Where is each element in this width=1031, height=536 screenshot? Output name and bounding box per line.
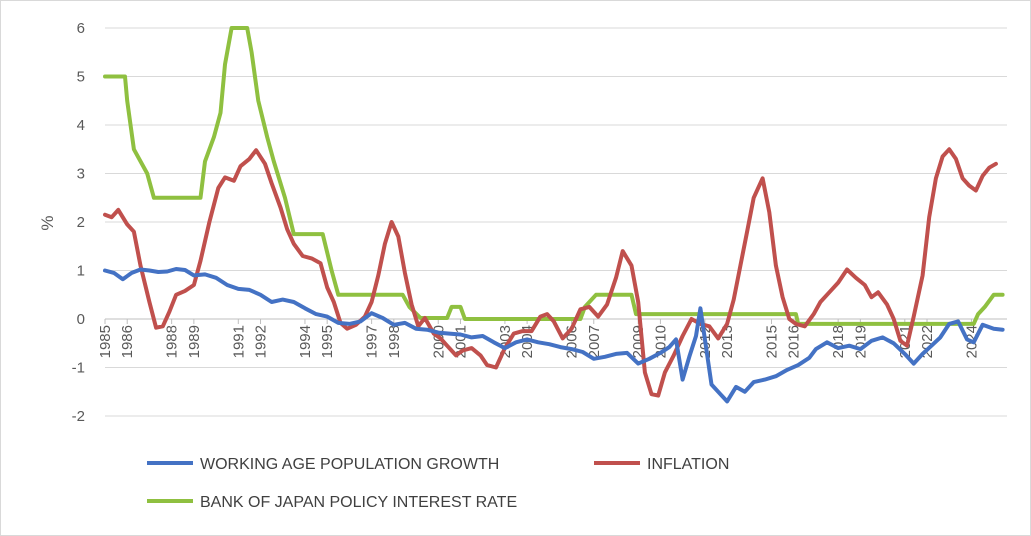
- legend: WORKING AGE POPULATION GROWTH INFLATION …: [147, 456, 729, 511]
- x-tick-label: 1992: [253, 325, 270, 358]
- x-tick-label: 2016: [786, 325, 803, 358]
- y-axis-label: %: [38, 215, 57, 230]
- series-inflation-line: [103, 147, 998, 398]
- series-boj-rate-line: [103, 26, 1005, 326]
- x-axis-ticks: 1985 1986 1988 1989 1991 1992 1994 1995 1997 1998…: [97, 319, 980, 358]
- x-tick-label: 1986: [119, 325, 136, 358]
- y-tick-label: -1: [72, 360, 85, 377]
- legend-label-inflation: INFLATION: [647, 456, 729, 473]
- x-tick-label: 2004: [519, 325, 536, 358]
- x-tick-label: 1997: [364, 325, 381, 358]
- x-tick-label: 1995: [319, 325, 336, 358]
- series-lines: [103, 26, 1005, 404]
- x-tick-label: 1991: [230, 325, 247, 358]
- x-tick-label: 1998: [386, 325, 403, 358]
- x-tick-label: 2003: [497, 325, 514, 358]
- x-tick-label: 2015: [764, 325, 781, 358]
- y-tick-label: 2: [77, 214, 85, 231]
- y-tick-label: 6: [77, 20, 85, 37]
- y-tick-label: 1: [77, 263, 85, 280]
- x-tick-label: 2019: [852, 325, 869, 358]
- legend-label-working-age: WORKING AGE POPULATION GROWTH: [200, 456, 499, 473]
- x-tick-label: 2022: [919, 325, 936, 358]
- y-axis-ticks: -2 -1 0 1 2 3 4 5 6: [72, 20, 85, 425]
- x-tick-label: 1985: [97, 325, 114, 358]
- x-tick-label: 2018: [830, 325, 847, 358]
- y-tick-label: 4: [77, 117, 85, 134]
- y-tick-label: -2: [72, 408, 85, 425]
- x-tick-label: 1989: [186, 325, 203, 358]
- y-tick-label: 5: [77, 69, 85, 86]
- x-tick-label: 1994: [297, 325, 314, 358]
- x-tick-label: 2007: [586, 325, 603, 358]
- y-tick-label: 0: [77, 311, 85, 328]
- y-tick-label: 3: [77, 166, 85, 183]
- series-working-age-line: [103, 267, 1005, 404]
- legend-label-boj-rate: BANK OF JAPAN POLICY INTEREST RATE: [200, 494, 517, 511]
- x-tick-label: 1988: [164, 325, 181, 358]
